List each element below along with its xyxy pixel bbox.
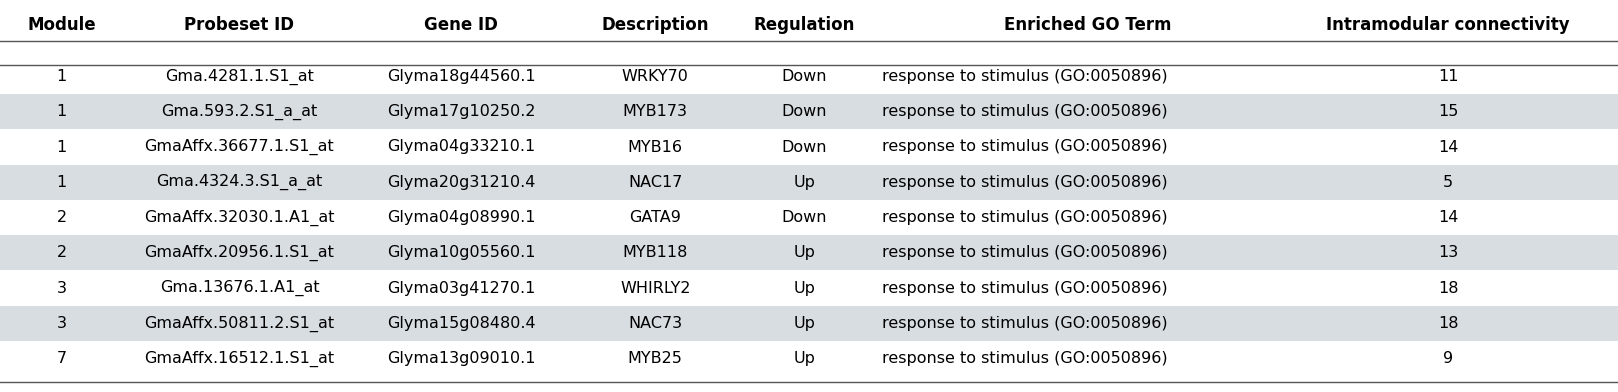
Text: MYB173: MYB173: [623, 104, 688, 119]
Text: NAC17: NAC17: [628, 175, 683, 190]
Text: Down: Down: [781, 69, 827, 84]
Text: Gma.593.2.S1_a_at: Gma.593.2.S1_a_at: [162, 103, 317, 120]
Text: 1: 1: [57, 140, 66, 154]
Text: Up: Up: [793, 175, 815, 190]
Text: response to stimulus (GO:0050896): response to stimulus (GO:0050896): [882, 245, 1168, 260]
Text: Down: Down: [781, 104, 827, 119]
Text: 3: 3: [57, 316, 66, 331]
Text: 15: 15: [1438, 104, 1458, 119]
Text: 7: 7: [57, 351, 66, 366]
Text: Glyma10g05560.1: Glyma10g05560.1: [387, 245, 536, 260]
Text: WRKY70: WRKY70: [621, 69, 689, 84]
Text: Glyma15g08480.4: Glyma15g08480.4: [387, 316, 536, 331]
Text: MYB25: MYB25: [628, 351, 683, 366]
Text: Up: Up: [793, 245, 815, 260]
Bar: [0, 306, 1618, 341]
Text: Glyma03g41270.1: Glyma03g41270.1: [387, 281, 536, 296]
Text: Glyma18g44560.1: Glyma18g44560.1: [387, 69, 536, 84]
Text: 18: 18: [1438, 316, 1458, 331]
Text: GmaAffx.36677.1.S1_at: GmaAffx.36677.1.S1_at: [144, 139, 335, 155]
Text: response to stimulus (GO:0050896): response to stimulus (GO:0050896): [882, 140, 1168, 154]
Bar: [0, 235, 1618, 270]
Text: 11: 11: [1438, 69, 1458, 84]
Text: response to stimulus (GO:0050896): response to stimulus (GO:0050896): [882, 210, 1168, 225]
Text: Description: Description: [602, 16, 709, 34]
Text: 3: 3: [57, 281, 66, 296]
Text: 14: 14: [1438, 210, 1458, 225]
Text: NAC73: NAC73: [628, 316, 683, 331]
Text: Glyma17g10250.2: Glyma17g10250.2: [387, 104, 536, 119]
Text: WHIRLY2: WHIRLY2: [620, 281, 691, 296]
Bar: [0, 165, 1618, 200]
Text: Down: Down: [781, 210, 827, 225]
Text: 1: 1: [57, 175, 66, 190]
Text: Gene ID: Gene ID: [424, 16, 498, 34]
Text: response to stimulus (GO:0050896): response to stimulus (GO:0050896): [882, 281, 1168, 296]
Text: 9: 9: [1443, 351, 1453, 366]
Text: MYB16: MYB16: [628, 140, 683, 154]
Text: 5: 5: [1443, 175, 1453, 190]
Text: GmaAffx.32030.1.A1_at: GmaAffx.32030.1.A1_at: [144, 209, 335, 226]
Text: Module: Module: [28, 16, 95, 34]
Text: GmaAffx.20956.1.S1_at: GmaAffx.20956.1.S1_at: [144, 245, 335, 261]
Text: GATA9: GATA9: [629, 210, 681, 225]
Text: Glyma13g09010.1: Glyma13g09010.1: [387, 351, 536, 366]
Text: 18: 18: [1438, 281, 1458, 296]
Text: Gma.13676.1.A1_at: Gma.13676.1.A1_at: [160, 280, 319, 296]
Text: Up: Up: [793, 316, 815, 331]
Text: Glyma04g33210.1: Glyma04g33210.1: [387, 140, 536, 154]
Text: response to stimulus (GO:0050896): response to stimulus (GO:0050896): [882, 351, 1168, 366]
Text: 2: 2: [57, 245, 66, 260]
Text: 13: 13: [1438, 245, 1458, 260]
Text: 1: 1: [57, 104, 66, 119]
Text: Up: Up: [793, 281, 815, 296]
Text: Enriched GO Term: Enriched GO Term: [1003, 16, 1171, 34]
Text: Down: Down: [781, 140, 827, 154]
Bar: [0, 94, 1618, 129]
Text: GmaAffx.16512.1.S1_at: GmaAffx.16512.1.S1_at: [144, 350, 335, 367]
Text: response to stimulus (GO:0050896): response to stimulus (GO:0050896): [882, 104, 1168, 119]
Text: Regulation: Regulation: [754, 16, 854, 34]
Text: 2: 2: [57, 210, 66, 225]
Text: Up: Up: [793, 351, 815, 366]
Text: 14: 14: [1438, 140, 1458, 154]
Text: Intramodular connectivity: Intramodular connectivity: [1327, 16, 1569, 34]
Text: Gma.4324.3.S1_a_at: Gma.4324.3.S1_a_at: [157, 174, 322, 191]
Text: Glyma20g31210.4: Glyma20g31210.4: [387, 175, 536, 190]
Text: 1: 1: [57, 69, 66, 84]
Text: response to stimulus (GO:0050896): response to stimulus (GO:0050896): [882, 175, 1168, 190]
Text: MYB118: MYB118: [623, 245, 688, 260]
Text: Glyma04g08990.1: Glyma04g08990.1: [387, 210, 536, 225]
Text: response to stimulus (GO:0050896): response to stimulus (GO:0050896): [882, 69, 1168, 84]
Text: response to stimulus (GO:0050896): response to stimulus (GO:0050896): [882, 316, 1168, 331]
Text: Gma.4281.1.S1_at: Gma.4281.1.S1_at: [165, 68, 314, 85]
Text: Probeset ID: Probeset ID: [184, 16, 294, 34]
Text: GmaAffx.50811.2.S1_at: GmaAffx.50811.2.S1_at: [144, 315, 335, 332]
